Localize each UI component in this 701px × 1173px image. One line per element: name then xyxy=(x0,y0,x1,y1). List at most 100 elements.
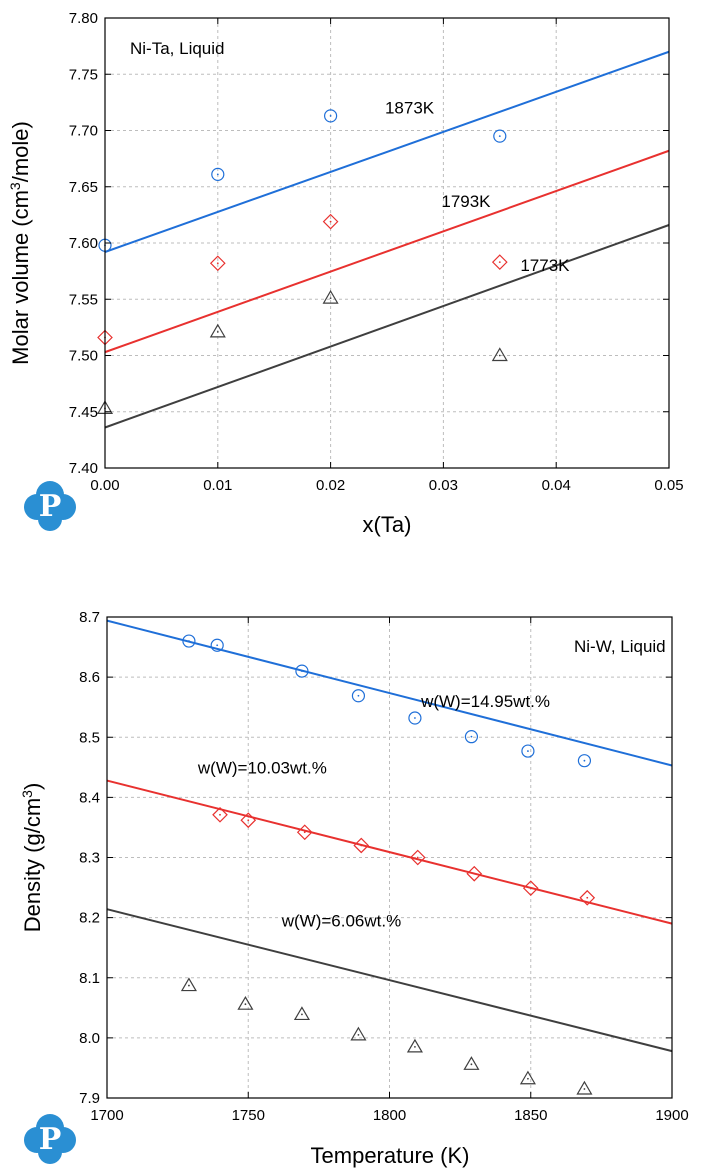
y-axis-title: Density (g/cm3) xyxy=(19,783,45,933)
data-point-center xyxy=(301,1013,303,1016)
data-point-diamond xyxy=(466,865,483,882)
y-tick-label: 7.45 xyxy=(69,404,98,421)
y-tick-label: 7.40 xyxy=(69,460,98,477)
x-tick-label: 1850 xyxy=(514,1107,547,1124)
data-point-circle xyxy=(351,689,366,703)
data-point-circle xyxy=(182,634,196,648)
y-tick-label: 8.2 xyxy=(79,910,100,927)
y-tick-label: 8.5 xyxy=(79,729,100,746)
y-tick-label: 8.1 xyxy=(79,970,100,987)
data-point-triangle xyxy=(293,1006,310,1021)
molar-volume-chart: 0.00 0.01 0.02 0.03 0.04 0.05 7.40 7.45 7.50 7.55… xyxy=(7,10,684,537)
fit-line-2 xyxy=(104,224,670,429)
data-point-center xyxy=(473,872,476,875)
data-point-triangle xyxy=(463,1056,480,1070)
data-point-center xyxy=(188,984,190,987)
y-axis-title-main: Density (g/cm xyxy=(20,798,45,932)
data-point-center xyxy=(360,844,363,847)
data-point-center xyxy=(583,1088,586,1090)
data-point-center xyxy=(527,750,529,752)
x-axis-title: x(Ta) xyxy=(363,512,412,537)
fit-line-1 xyxy=(104,149,670,354)
data-point-circle xyxy=(577,754,592,768)
logo-letter: P xyxy=(39,1122,62,1157)
data-point-center xyxy=(219,813,221,816)
data-point-center xyxy=(527,1077,529,1080)
y-tick-label: 7.50 xyxy=(69,348,98,365)
y-axis-title-sup: 3 xyxy=(19,790,35,798)
data-point-triangle xyxy=(322,289,339,304)
y-tick-label: 8.0 xyxy=(79,1030,100,1047)
logo-blob xyxy=(36,1114,64,1142)
data-point-circle xyxy=(408,711,422,725)
y-axis-title-sup: 3 xyxy=(7,182,23,190)
data-point-circle xyxy=(521,744,535,758)
data-point-circle xyxy=(211,167,225,181)
data-point-center xyxy=(357,694,360,697)
logo-blob xyxy=(38,507,62,531)
series-label: 1873K xyxy=(385,99,435,118)
series-label: w(W)=6.06wt.% xyxy=(281,912,402,931)
series-label: 1773K xyxy=(520,256,570,275)
x-tick-label: 0.05 xyxy=(654,477,683,494)
density-chart: 1700 1750 1800 1850 1900 7.9 8.0 8.1 8.2 8.3 8.4 8.… xyxy=(19,609,689,1168)
y-tick-label: 7.70 xyxy=(69,123,98,140)
fit-line-0 xyxy=(106,619,673,767)
data-point-diamond xyxy=(409,849,426,866)
data-point-triangle xyxy=(406,1038,423,1053)
data-point-center xyxy=(470,1063,473,1066)
data-point-center xyxy=(329,114,332,117)
data-point-triangle xyxy=(519,1070,536,1085)
y-axis-title-end: /mole) xyxy=(8,121,33,182)
data-point-diamond xyxy=(491,254,508,270)
data-point-diamond xyxy=(353,837,370,854)
logo-blob xyxy=(36,481,64,509)
y-tick-label: 7.65 xyxy=(69,179,98,196)
x-tick-label: 0.03 xyxy=(429,477,458,494)
x-tick-label: 0.00 xyxy=(90,477,119,494)
x-tick-label: 1700 xyxy=(90,1107,123,1124)
data-point-circle xyxy=(210,638,224,652)
y-tick-label: 7.55 xyxy=(69,291,98,308)
y-tick-label: 8.6 xyxy=(79,669,100,686)
data-point-circle xyxy=(324,109,338,123)
chart-annotation: Ni-W, Liquid xyxy=(574,637,666,656)
logo-blob xyxy=(38,1140,62,1164)
data-point-triangle xyxy=(576,1080,593,1095)
fit-line-0 xyxy=(104,50,670,253)
data-point-center xyxy=(216,262,219,265)
x-axis-title: Temperature (K) xyxy=(311,1143,470,1168)
data-point-diamond xyxy=(579,889,596,906)
data-point-center xyxy=(416,856,419,859)
data-point-center xyxy=(303,831,306,834)
data-point-triangle xyxy=(237,996,254,1010)
series-label: 1793K xyxy=(441,192,491,211)
data-point-center xyxy=(414,717,416,719)
data-point-center xyxy=(188,640,190,642)
x-tick-label: 0.01 xyxy=(203,477,232,494)
fit-line-2 xyxy=(106,908,673,1053)
data-point-circle xyxy=(493,129,507,143)
logo-top: P xyxy=(24,481,76,531)
y-axis-title-end: ) xyxy=(20,783,45,790)
data-point-center xyxy=(498,354,501,357)
data-point-diamond xyxy=(209,255,226,272)
data-point-center xyxy=(414,1045,416,1048)
series-label: w(W)=14.95wt.% xyxy=(420,692,550,711)
x-tick-label: 1900 xyxy=(655,1107,688,1124)
x-tick-label: 0.02 xyxy=(316,477,345,494)
data-point-center xyxy=(529,887,532,890)
data-point-center xyxy=(329,220,332,223)
y-axis-title-main: Molar volume (cm xyxy=(8,190,33,365)
data-point-center xyxy=(470,735,473,738)
y-tick-label: 7.80 xyxy=(69,10,98,27)
data-point-center xyxy=(244,1003,247,1006)
x-tick-label: 1750 xyxy=(232,1107,265,1124)
data-point-center xyxy=(329,297,332,300)
data-point-diamond xyxy=(240,812,257,829)
data-point-diamond xyxy=(296,824,313,841)
data-point-center xyxy=(216,330,219,333)
data-point-center xyxy=(583,759,586,762)
y-tick-label: 7.75 xyxy=(69,66,98,83)
